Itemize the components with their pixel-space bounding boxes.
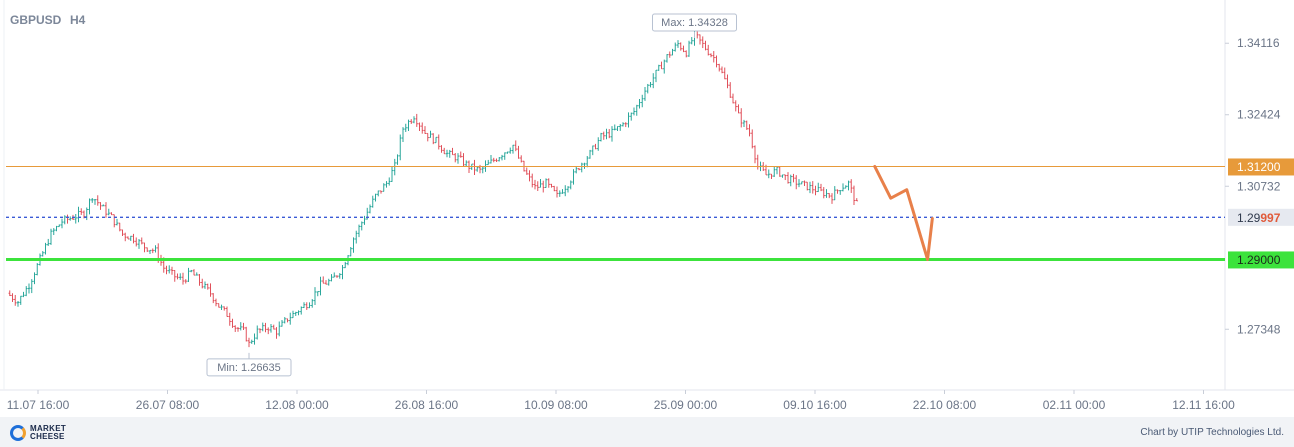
level-label-bg: [1228, 158, 1294, 176]
chart-credit: Chart by UTIP Technologies Ltd.: [1140, 427, 1284, 438]
logo-icon: [10, 425, 26, 441]
candlestick-series: [8, 28, 858, 348]
x-tick-label: 11.07 16:00: [7, 398, 70, 412]
x-axis-ticks: 11.07 16:00 26.07 08:00 12.08 00:00 26.08 1…: [7, 390, 1235, 412]
level-label: 1.29000: [1237, 253, 1281, 267]
current-price-label: 1.29997: [1237, 211, 1281, 225]
x-tick-label: 25.09 00:00: [654, 398, 718, 412]
x-tick-label: 02.11 00:00: [1043, 398, 1106, 412]
x-tick-label: 22.10 08:00: [913, 398, 977, 412]
y-tick-label: 1.27348: [1237, 322, 1281, 336]
y-tick-label: 1.30732: [1237, 179, 1281, 193]
max-label-box: [652, 13, 737, 32]
x-tick-label: 12.08 00:00: [265, 398, 329, 412]
y-tick-label: 1.32424: [1237, 108, 1281, 122]
min-label: Min: 1.26635: [217, 362, 281, 374]
logo-line-2: CHEESE: [30, 432, 65, 441]
level-lines: 1.31200 1.29000 1.29997: [6, 158, 1294, 269]
market-cheese-logo: MARKET CHEESE: [10, 423, 66, 443]
chart-annotations: Max: 1.34328 Min: 1.26635: [206, 13, 934, 377]
x-tick-label: 09.10 16:00: [783, 398, 847, 412]
x-tick-label: 12.11 16:00: [1172, 398, 1235, 412]
level-label: 1.31200: [1237, 160, 1281, 174]
level-label-bg: [1228, 251, 1294, 269]
x-tick-label: 10.09 08:00: [524, 398, 588, 412]
timeframe-label: H4: [70, 13, 86, 27]
footer-bar: MARKET CHEESE Chart by UTIP Technologies…: [0, 417, 1294, 447]
y-axis-ticks: 1.34116 1.32424 1.30732 1.27348: [1225, 36, 1281, 336]
min-label-box: [206, 358, 292, 377]
current-price-bg: [1228, 208, 1294, 226]
x-tick-label: 26.08 16:00: [395, 398, 459, 412]
symbol-label: GBPUSD: [10, 13, 62, 27]
logo-line-1: MARKET: [30, 424, 67, 433]
forecast-arrow: [873, 164, 934, 261]
max-label: Max: 1.34328: [661, 17, 728, 29]
y-tick-label: 1.34116: [1237, 36, 1280, 50]
x-tick-label: 26.07 08:00: [136, 398, 200, 412]
